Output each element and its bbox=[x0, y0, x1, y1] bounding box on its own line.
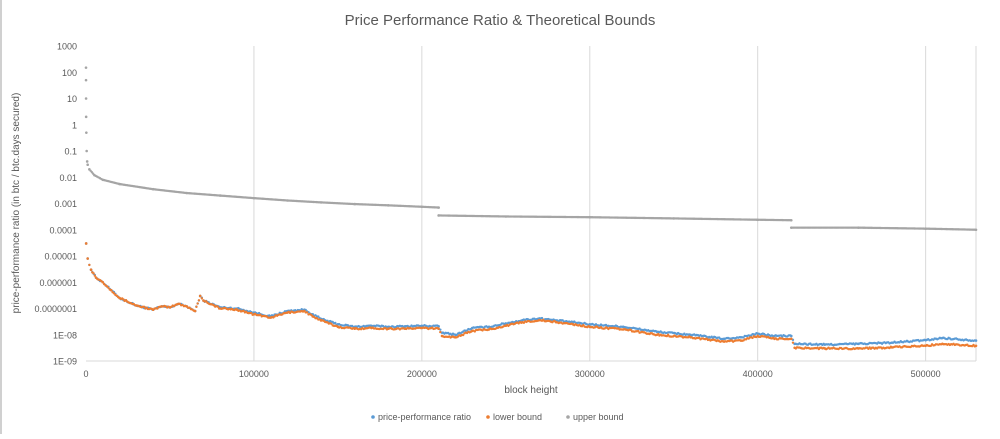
series-price-performance-ratio bbox=[84, 242, 978, 347]
data-point bbox=[84, 242, 88, 245]
data-point bbox=[540, 316, 544, 320]
legend-item: price-performance ratio bbox=[371, 412, 471, 422]
data-point bbox=[200, 297, 204, 300]
data-series bbox=[84, 66, 978, 351]
data-point bbox=[197, 299, 201, 302]
data-point bbox=[317, 315, 320, 318]
data-point bbox=[101, 280, 105, 284]
legend-label: lower bound bbox=[493, 412, 542, 422]
y-axis-tick-labels: 1000 100 10 1 0.1 0.01 0.001 0.0001 0.00001 0.000… bbox=[34, 42, 77, 367]
data-point bbox=[142, 305, 146, 309]
y-tick-label: 0.001 bbox=[54, 199, 77, 209]
data-point bbox=[89, 268, 93, 272]
x-tick-label: 500000 bbox=[911, 369, 941, 379]
data-point bbox=[84, 66, 88, 69]
data-point bbox=[109, 288, 113, 292]
data-point bbox=[789, 337, 793, 341]
y-tick-label: 0.000001 bbox=[39, 278, 77, 288]
data-point bbox=[334, 321, 337, 325]
data-point bbox=[637, 329, 640, 333]
data-point bbox=[193, 309, 197, 313]
data-point bbox=[84, 78, 88, 82]
legend-item: upper bound bbox=[566, 412, 624, 422]
data-point bbox=[437, 206, 440, 209]
legend-marker bbox=[486, 415, 490, 419]
data-point bbox=[93, 274, 97, 277]
data-point bbox=[974, 344, 978, 348]
y-tick-label: 1E-08 bbox=[53, 330, 77, 340]
data-point bbox=[439, 330, 442, 334]
y-axis-label: price-performance ratio (in btc / btc.da… bbox=[11, 93, 22, 314]
data-point bbox=[84, 97, 88, 100]
data-point bbox=[196, 302, 199, 305]
data-point bbox=[85, 160, 89, 163]
x-tick-label: 0 bbox=[83, 369, 88, 379]
data-point bbox=[198, 294, 202, 298]
data-point bbox=[461, 333, 465, 337]
data-point bbox=[84, 115, 88, 119]
data-point bbox=[92, 272, 95, 275]
x-tick-label: 100000 bbox=[239, 369, 269, 379]
data-point bbox=[330, 322, 333, 325]
data-point bbox=[195, 305, 198, 309]
data-point bbox=[112, 292, 116, 295]
data-point bbox=[86, 163, 89, 167]
x-tick-label: 200000 bbox=[407, 369, 437, 379]
data-point bbox=[85, 131, 88, 134]
y-tick-label: 1000 bbox=[57, 42, 77, 52]
y-tick-label: 0.0001 bbox=[49, 225, 77, 235]
y-tick-label: 100 bbox=[62, 68, 77, 78]
gridlines bbox=[253, 46, 977, 361]
y-tick-label: 10 bbox=[67, 94, 77, 104]
data-point bbox=[789, 334, 793, 338]
legend: price-performance ratio lower bound upper … bbox=[371, 412, 624, 422]
data-point bbox=[250, 311, 253, 315]
data-point bbox=[437, 327, 440, 331]
x-axis-tick-labels: 0 100000 200000 300000 400000 500000 bbox=[83, 369, 940, 379]
x-tick-label: 300000 bbox=[575, 369, 605, 379]
x-axis-label: block height bbox=[504, 385, 558, 396]
data-point bbox=[789, 218, 793, 222]
data-point bbox=[974, 339, 978, 342]
data-point bbox=[437, 324, 440, 328]
legend-label: upper bound bbox=[573, 412, 624, 422]
series-lower-bound bbox=[84, 242, 978, 351]
y-tick-label: 0.00001 bbox=[44, 252, 77, 262]
series-upper-bound bbox=[84, 66, 978, 232]
data-point bbox=[974, 228, 978, 232]
y-tick-label: 1 bbox=[72, 120, 77, 130]
x-tick-label: 400000 bbox=[743, 369, 773, 379]
data-point bbox=[791, 341, 795, 344]
data-point bbox=[216, 305, 219, 308]
y-tick-label: 0.1 bbox=[64, 147, 77, 157]
data-point bbox=[86, 257, 89, 260]
y-tick-label: 1E-09 bbox=[53, 357, 77, 367]
data-point bbox=[107, 286, 110, 289]
legend-marker bbox=[371, 415, 375, 419]
chart-title: Price Performance Ratio & Theoretical Bo… bbox=[345, 12, 656, 29]
legend-label: price-performance ratio bbox=[378, 412, 471, 422]
legend-item: lower bound bbox=[486, 412, 542, 422]
y-tick-label: 0.0000001 bbox=[34, 304, 77, 314]
data-point bbox=[85, 149, 88, 153]
y-tick-label: 0.01 bbox=[59, 173, 77, 183]
left-edge-divider bbox=[0, 0, 2, 434]
data-point bbox=[88, 263, 91, 267]
data-point bbox=[305, 311, 309, 314]
legend-marker bbox=[566, 415, 570, 419]
